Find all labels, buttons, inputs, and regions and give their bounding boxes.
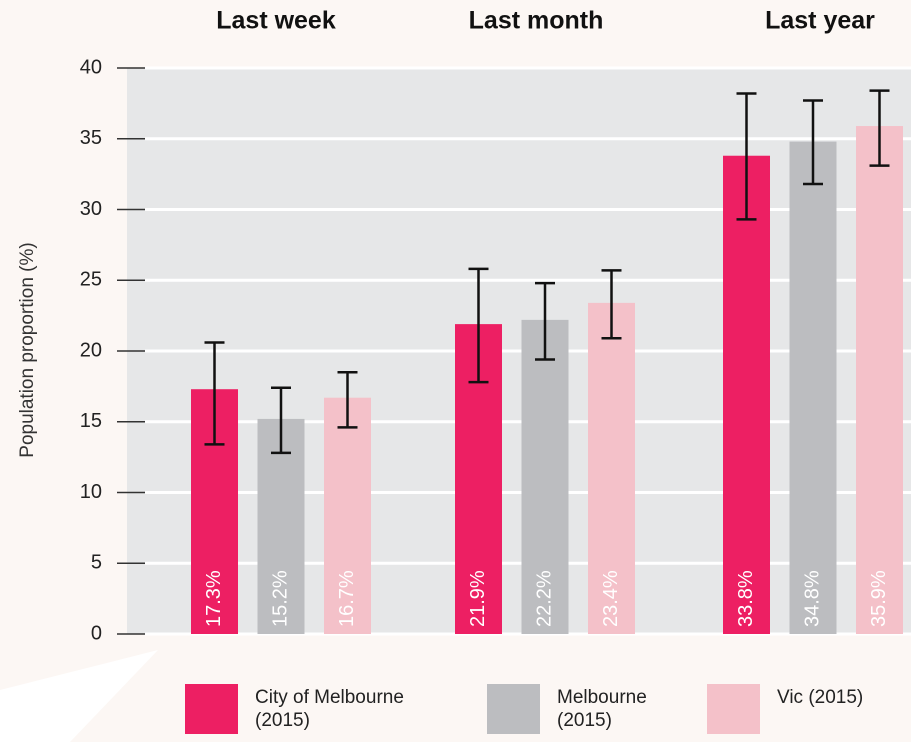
y-tick-label: 40 bbox=[80, 56, 102, 78]
value-label: 35.9% bbox=[868, 570, 890, 627]
bar bbox=[789, 141, 837, 634]
y-tick-label: 0 bbox=[91, 622, 102, 644]
legend-swatch bbox=[487, 684, 540, 734]
category-label: Last month bbox=[469, 7, 604, 35]
legend-swatch bbox=[185, 684, 238, 734]
bar bbox=[257, 418, 305, 634]
legend-swatch bbox=[707, 684, 760, 734]
bar bbox=[324, 397, 371, 634]
background-shape bbox=[0, 650, 158, 742]
bar bbox=[856, 126, 903, 634]
category-label: Last week bbox=[216, 7, 336, 35]
y-tick-label: 5 bbox=[91, 552, 102, 574]
bar bbox=[723, 155, 770, 635]
value-label: 22.2% bbox=[533, 570, 555, 627]
bar bbox=[588, 302, 635, 634]
y-tick-label: 20 bbox=[80, 339, 102, 361]
category-label: Last year bbox=[765, 7, 875, 35]
value-label: 21.9% bbox=[467, 570, 489, 627]
y-tick-label: 30 bbox=[80, 198, 102, 220]
value-label: 15.2% bbox=[269, 570, 291, 627]
value-label: 16.7% bbox=[336, 570, 358, 627]
y-tick-label: 25 bbox=[80, 269, 102, 291]
y-tick-label: 15 bbox=[80, 410, 102, 432]
value-label: 33.8% bbox=[735, 570, 757, 627]
legend-label: City of Melbourne (2015) bbox=[255, 687, 404, 731]
y-tick-label: 35 bbox=[80, 127, 102, 149]
legend-label: Melbourne (2015) bbox=[557, 687, 647, 731]
y-tick-label: 10 bbox=[80, 481, 102, 503]
legend-label: Vic (2015) bbox=[777, 687, 864, 708]
value-label: 23.4% bbox=[600, 570, 622, 627]
bar bbox=[521, 319, 569, 634]
value-label: 34.8% bbox=[801, 570, 823, 627]
y-axis-label: Population proportion (%) bbox=[17, 242, 38, 457]
value-label: 17.3% bbox=[203, 570, 225, 627]
